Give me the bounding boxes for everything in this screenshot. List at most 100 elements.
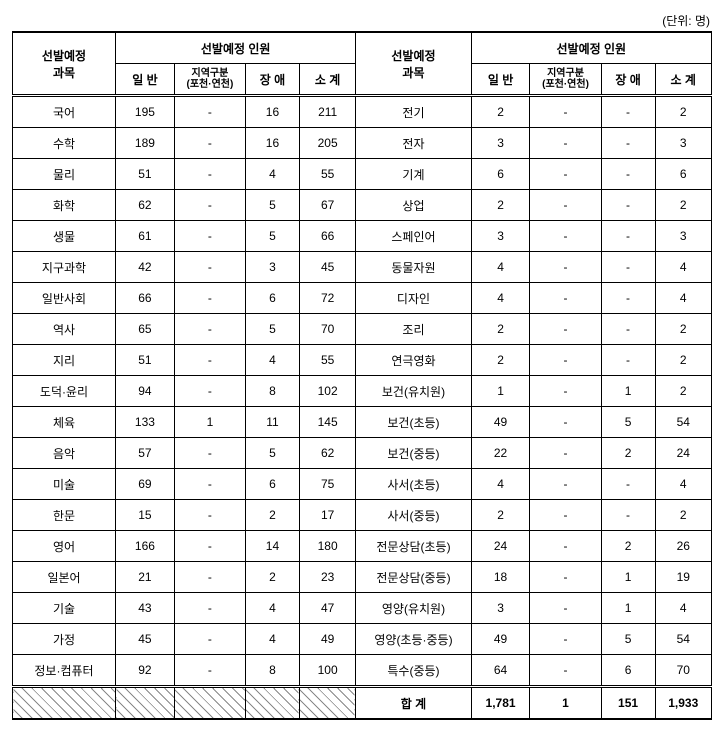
- cell: 15: [116, 500, 175, 531]
- cell: 생물: [13, 221, 116, 252]
- cell: 스페인어: [356, 221, 471, 252]
- cell: -: [174, 655, 245, 687]
- table-row: 음악57-562보건(중등)22-224: [13, 438, 712, 469]
- cell: 100: [299, 655, 355, 687]
- cell: 5: [245, 314, 299, 345]
- cell: 16: [245, 96, 299, 128]
- cell: -: [530, 190, 601, 221]
- cell: 정보·컴퓨터: [13, 655, 116, 687]
- cell: 지구과학: [13, 252, 116, 283]
- cell: 6: [655, 159, 711, 190]
- cell: 55: [299, 345, 355, 376]
- total-value: 1,781: [471, 687, 530, 720]
- cell: 수학: [13, 128, 116, 159]
- table-row: 가정45-449영양(초등·중등)49-554: [13, 624, 712, 655]
- cell: 69: [116, 469, 175, 500]
- table-row: 생물61-566스페인어3--3: [13, 221, 712, 252]
- cell: 사서(중등): [356, 500, 471, 531]
- cell: 145: [299, 407, 355, 438]
- cell: 43: [116, 593, 175, 624]
- cell: 24: [471, 531, 530, 562]
- cell: 61: [116, 221, 175, 252]
- cell: 92: [116, 655, 175, 687]
- cell: 4: [245, 345, 299, 376]
- cell: 94: [116, 376, 175, 407]
- cell: 일반사회: [13, 283, 116, 314]
- cell: 4: [655, 593, 711, 624]
- cell: 51: [116, 345, 175, 376]
- cell: 동물자원: [356, 252, 471, 283]
- cell: 영양(초등·중등): [356, 624, 471, 655]
- hdr-disability-right: 장 애: [601, 64, 655, 96]
- cell: -: [530, 96, 601, 128]
- table-row: 화학62-567상업2--2: [13, 190, 712, 221]
- cell: 205: [299, 128, 355, 159]
- cell: 보건(유치원): [356, 376, 471, 407]
- cell: 기계: [356, 159, 471, 190]
- cell: 62: [116, 190, 175, 221]
- cell: -: [601, 345, 655, 376]
- cell: -: [174, 221, 245, 252]
- cell: 166: [116, 531, 175, 562]
- total-label: 합 계: [356, 687, 471, 720]
- cell: 2: [245, 562, 299, 593]
- cell: 2: [655, 96, 711, 128]
- cell: 180: [299, 531, 355, 562]
- cell: 사서(초등): [356, 469, 471, 500]
- cell: 국어: [13, 96, 116, 128]
- cell: -: [601, 283, 655, 314]
- cell: 미술: [13, 469, 116, 500]
- cell: 전자: [356, 128, 471, 159]
- table-row: 미술69-675사서(초등)4--4: [13, 469, 712, 500]
- hatched-cell: [174, 687, 245, 720]
- cell: 16: [245, 128, 299, 159]
- cell: -: [601, 221, 655, 252]
- cell: -: [530, 345, 601, 376]
- cell: 42: [116, 252, 175, 283]
- hatched-cell: [116, 687, 175, 720]
- table-body: 국어195-16211전기2--2수학189-16205전자3--3물리51-4…: [13, 96, 712, 720]
- cell: 4: [655, 283, 711, 314]
- cell: -: [174, 190, 245, 221]
- cell: 일본어: [13, 562, 116, 593]
- unit-label: (단위: 명): [12, 12, 712, 29]
- cell: 한문: [13, 500, 116, 531]
- hatched-cell: [245, 687, 299, 720]
- cell: 5: [601, 407, 655, 438]
- selection-table: 선발예정과목 선발예정 인원 선발예정과목 선발예정 인원 일 반 지역구분(포…: [12, 31, 712, 720]
- cell: 4: [245, 159, 299, 190]
- cell: 49: [471, 624, 530, 655]
- cell: -: [601, 469, 655, 500]
- cell: 133: [116, 407, 175, 438]
- cell: 3: [471, 593, 530, 624]
- cell: 화학: [13, 190, 116, 221]
- cell: -: [174, 128, 245, 159]
- cell: 51: [116, 159, 175, 190]
- cell: 49: [299, 624, 355, 655]
- cell: 22: [471, 438, 530, 469]
- cell: -: [601, 159, 655, 190]
- cell: 8: [245, 655, 299, 687]
- cell: -: [530, 252, 601, 283]
- table-row: 영어166-14180전문상담(초등)24-226: [13, 531, 712, 562]
- cell: 5: [601, 624, 655, 655]
- cell: -: [530, 531, 601, 562]
- cell: 5: [245, 221, 299, 252]
- cell: -: [601, 252, 655, 283]
- cell: -: [530, 593, 601, 624]
- total-value: 1: [530, 687, 601, 720]
- cell: -: [530, 469, 601, 500]
- cell: 도덕·윤리: [13, 376, 116, 407]
- cell: -: [174, 593, 245, 624]
- cell: -: [174, 314, 245, 345]
- cell: 21: [116, 562, 175, 593]
- cell: -: [530, 283, 601, 314]
- cell: -: [174, 345, 245, 376]
- cell: -: [174, 376, 245, 407]
- table-row: 정보·컴퓨터92-8100특수(중등)64-670: [13, 655, 712, 687]
- cell: 지리: [13, 345, 116, 376]
- cell: -: [174, 531, 245, 562]
- cell: 4: [471, 252, 530, 283]
- table-row: 지구과학42-345동물자원4--4: [13, 252, 712, 283]
- cell: 4: [655, 469, 711, 500]
